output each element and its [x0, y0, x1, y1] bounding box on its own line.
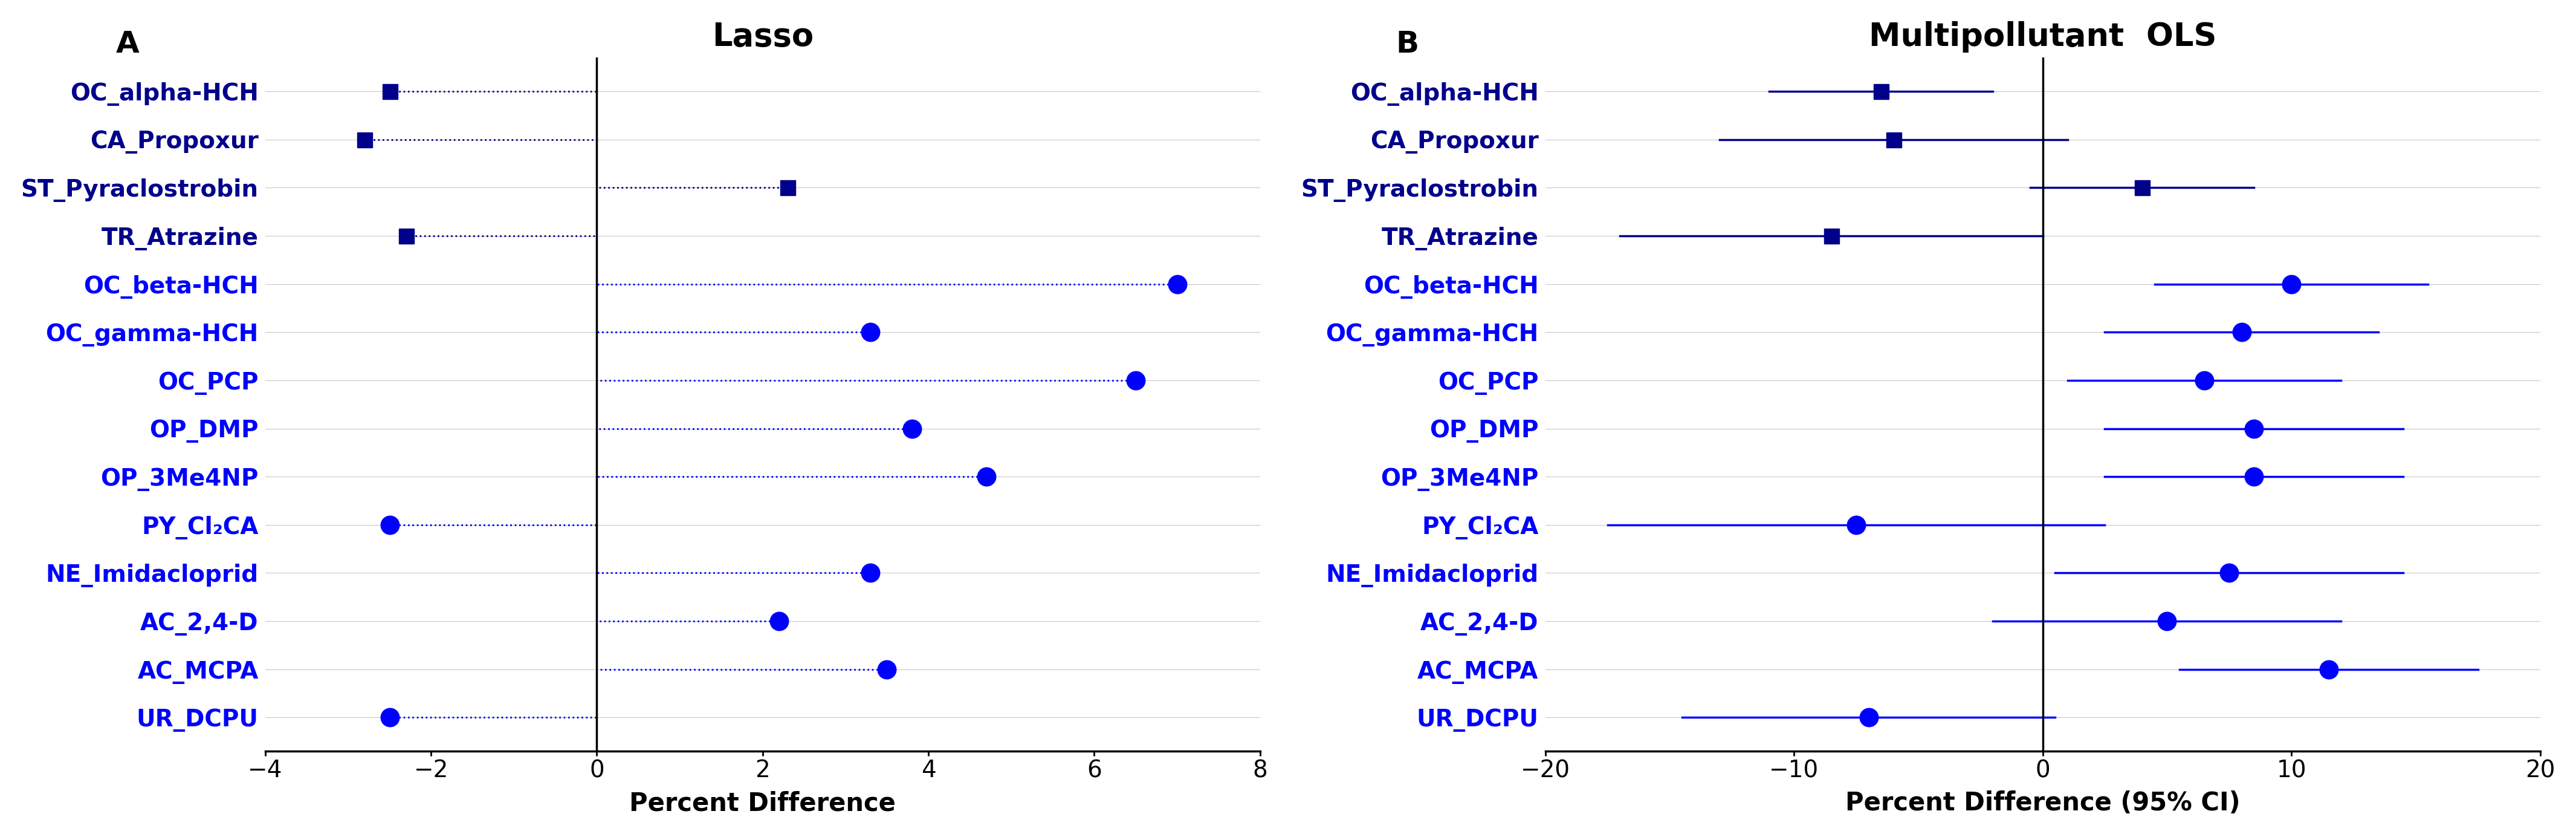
- X-axis label: Percent Difference (95% CI): Percent Difference (95% CI): [1844, 791, 2241, 816]
- Text: A: A: [116, 30, 139, 59]
- Title: Lasso: Lasso: [711, 21, 814, 53]
- Text: B: B: [1396, 30, 1419, 59]
- Title: Multipollutant  OLS: Multipollutant OLS: [1868, 21, 2215, 53]
- X-axis label: Percent Difference: Percent Difference: [629, 791, 896, 816]
